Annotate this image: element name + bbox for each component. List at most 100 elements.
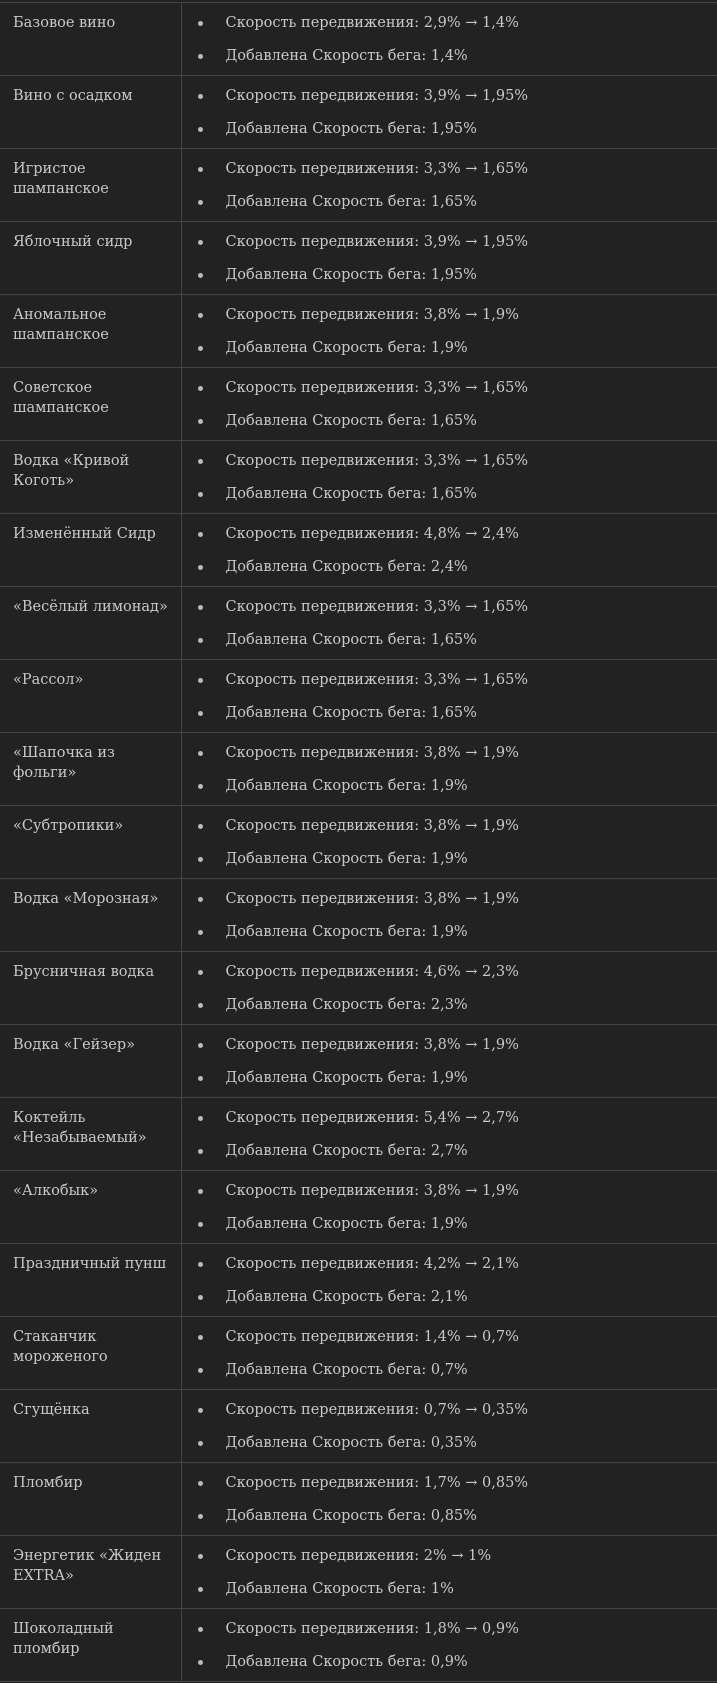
list-item: Добавлена Скорость бега: 1,9% (182, 845, 717, 878)
effects-list: Скорость передвижения: 3,3% → 1,65% Доба… (182, 666, 717, 732)
run-speed-text: Добавлена Скорость бега: 1,65% (226, 413, 477, 429)
run-speed-text: Добавлена Скорость бега: 1% (226, 1581, 454, 1597)
list-item: Добавлена Скорость бега: 1,9% (182, 334, 717, 367)
bullet-icon (198, 930, 203, 935)
movement-speed-text: Скорость передвижения: 3,9% → 1,95% (226, 234, 529, 250)
list-item: Добавлена Скорость бега: 2,7% (182, 1137, 717, 1170)
effects-list: Скорость передвижения: 2% → 1% Добавлена… (182, 1542, 717, 1608)
list-item: Добавлена Скорость бега: 1,9% (182, 1210, 717, 1243)
effects-list: Скорость передвижения: 2,9% → 1,4% Добав… (182, 9, 717, 75)
effects-list: Скорость передвижения: 3,9% → 1,95% Доба… (182, 82, 717, 148)
item-name: «Алкобык» (0, 1171, 181, 1244)
item-effects: Скорость передвижения: 3,3% → 1,65% Доба… (181, 587, 717, 660)
table-row: «Алкобык» Скорость передвижения: 3,8% → … (0, 1171, 717, 1244)
list-item: Скорость передвижения: 1,4% → 0,7% (182, 1323, 717, 1356)
bullet-icon (198, 1043, 203, 1048)
bullet-icon (198, 970, 203, 975)
item-name: «Рассол» (0, 660, 181, 733)
list-item: Скорость передвижения: 0,7% → 0,35% (182, 1396, 717, 1429)
list-item: Добавлена Скорость бега: 1,95% (182, 261, 717, 294)
table-row: Изменённый Сидр Скорость передвижения: 4… (0, 514, 717, 587)
bullet-icon (198, 94, 203, 99)
bullet-icon (198, 1660, 203, 1665)
list-item: Добавлена Скорость бега: 1,65% (182, 626, 717, 659)
bullet-icon (198, 313, 203, 318)
list-item: Скорость передвижения: 2,9% → 1,4% (182, 9, 717, 42)
effects-list: Скорость передвижения: 3,8% → 1,9% Добав… (182, 1177, 717, 1243)
bullet-icon (198, 1514, 203, 1519)
run-speed-text: Добавлена Скорость бега: 1,9% (226, 924, 468, 940)
item-effects: Скорость передвижения: 1,8% → 0,9% Добав… (181, 1609, 717, 1682)
movement-speed-text: Скорость передвижения: 2% → 1% (226, 1548, 492, 1564)
bullet-icon (198, 1368, 203, 1373)
item-effects: Скорость передвижения: 0,7% → 0,35% Доба… (181, 1390, 717, 1463)
item-effects: Скорость передвижения: 3,3% → 1,65% Доба… (181, 149, 717, 222)
run-speed-text: Добавлена Скорость бега: 1,9% (226, 340, 468, 356)
run-speed-text: Добавлена Скорость бега: 1,9% (226, 778, 468, 794)
list-item: Добавлена Скорость бега: 2,3% (182, 991, 717, 1024)
item-effects: Скорость передвижения: 3,8% → 1,9% Добав… (181, 806, 717, 879)
item-effects: Скорость передвижения: 4,2% → 2,1% Добав… (181, 1244, 717, 1317)
item-name: Вино с осадком (0, 76, 181, 149)
run-speed-text: Добавлена Скорость бега: 1,4% (226, 48, 468, 64)
table-row: Пломбир Скорость передвижения: 1,7% → 0,… (0, 1463, 717, 1536)
bullet-icon (198, 1189, 203, 1194)
effects-list: Скорость передвижения: 3,8% → 1,9% Добав… (182, 1031, 717, 1097)
effects-list: Скорость передвижения: 4,6% → 2,3% Добав… (182, 958, 717, 1024)
movement-speed-text: Скорость передвижения: 3,3% → 1,65% (226, 599, 529, 615)
list-item: Добавлена Скорость бега: 0,9% (182, 1648, 717, 1681)
bullet-icon (198, 492, 203, 497)
item-name: Игристое шампанское (0, 149, 181, 222)
list-item: Скорость передвижения: 4,6% → 2,3% (182, 958, 717, 991)
item-effects: Скорость передвижения: 3,8% → 1,9% Добав… (181, 1171, 717, 1244)
effects-list: Скорость передвижения: 3,9% → 1,95% Доба… (182, 228, 717, 294)
run-speed-text: Добавлена Скорость бега: 1,9% (226, 1070, 468, 1086)
table-row: Энергетик «Жиден EXTRA» Скорость передви… (0, 1536, 717, 1609)
list-item: Добавлена Скорость бега: 1,65% (182, 699, 717, 732)
list-item: Скорость передвижения: 4,2% → 2,1% (182, 1250, 717, 1283)
bullet-icon (198, 1335, 203, 1340)
item-effects: Скорость передвижения: 4,6% → 2,3% Добав… (181, 952, 717, 1025)
bullet-icon (198, 678, 203, 683)
item-effects: Скорость передвижения: 3,8% → 1,9% Добав… (181, 1025, 717, 1098)
effects-list: Скорость передвижения: 0,7% → 0,35% Доба… (182, 1396, 717, 1462)
item-name: «Субтропики» (0, 806, 181, 879)
table-row: «Весёлый лимонад» Скорость передвижения:… (0, 587, 717, 660)
item-name: Праздничный пунш (0, 1244, 181, 1317)
list-item: Скорость передвижения: 3,8% → 1,9% (182, 301, 717, 334)
list-item: Скорость передвижения: 3,8% → 1,9% (182, 812, 717, 845)
bullet-icon (198, 1003, 203, 1008)
list-item: Добавлена Скорость бега: 1,65% (182, 407, 717, 440)
movement-speed-text: Скорость передвижения: 3,9% → 1,95% (226, 88, 529, 104)
item-effects: Скорость передвижения: 3,9% → 1,95% Доба… (181, 76, 717, 149)
table-row: Советское шампанское Скорость передвижен… (0, 368, 717, 441)
item-name: Советское шампанское (0, 368, 181, 441)
bullet-icon (198, 1262, 203, 1267)
list-item: Скорость передвижения: 3,3% → 1,65% (182, 447, 717, 480)
movement-speed-text: Скорость передвижения: 5,4% → 2,7% (226, 1110, 519, 1126)
bullet-icon (198, 167, 203, 172)
table-row: Праздничный пунш Скорость передвижения: … (0, 1244, 717, 1317)
table-row: Водка «Морозная» Скорость передвижения: … (0, 879, 717, 952)
bullet-icon (198, 386, 203, 391)
list-item: Скорость передвижения: 1,7% → 0,85% (182, 1469, 717, 1502)
item-name: Стаканчик мороженого (0, 1317, 181, 1390)
bullet-icon (198, 857, 203, 862)
run-speed-text: Добавлена Скорость бега: 0,85% (226, 1508, 477, 1524)
item-name: Водка «Кривой Коготь» (0, 441, 181, 514)
item-effects: Скорость передвижения: 3,3% → 1,65% Доба… (181, 368, 717, 441)
bullet-icon (198, 711, 203, 716)
bullet-icon (198, 1222, 203, 1227)
run-speed-text: Добавлена Скорость бега: 1,95% (226, 267, 477, 283)
table-row: Шоколадный пломбир Скорость передвижения… (0, 1609, 717, 1682)
list-item: Скорость передвижения: 1,8% → 0,9% (182, 1615, 717, 1648)
item-effects: Скорость передвижения: 2,9% → 1,4% Добав… (181, 3, 717, 76)
bullet-icon (198, 21, 203, 26)
run-speed-text: Добавлена Скорость бега: 2,3% (226, 997, 468, 1013)
movement-speed-text: Скорость передвижения: 4,2% → 2,1% (226, 1256, 519, 1272)
movement-speed-text: Скорость передвижения: 3,8% → 1,9% (226, 307, 519, 323)
table-row: «Шапочка из фольги» Скорость передвижени… (0, 733, 717, 806)
run-speed-text: Добавлена Скорость бега: 0,7% (226, 1362, 468, 1378)
list-item: Скорость передвижения: 3,3% → 1,65% (182, 374, 717, 407)
bullet-icon (198, 459, 203, 464)
